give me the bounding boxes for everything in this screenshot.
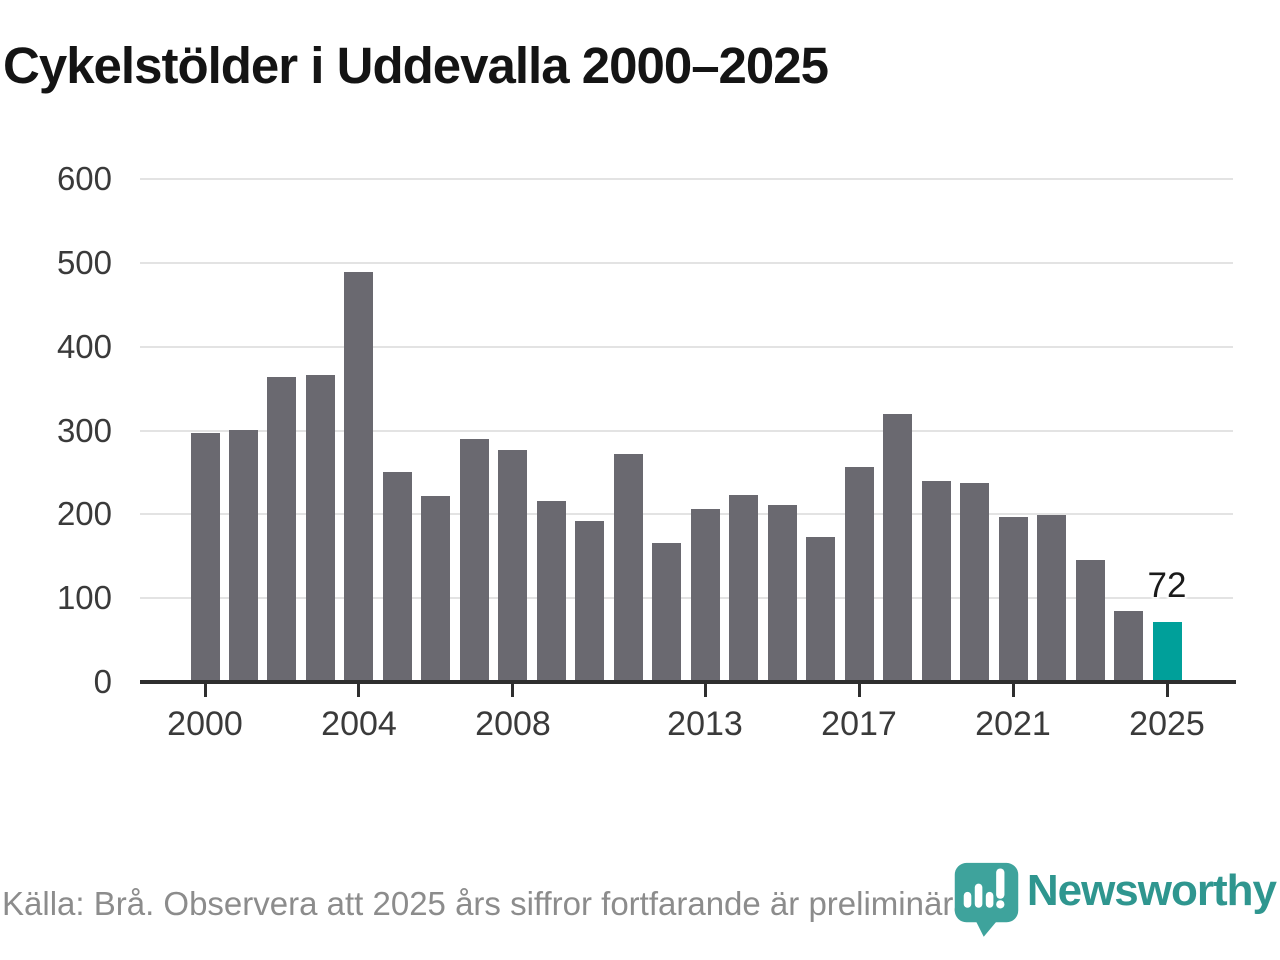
x-axis-tick-2017: [858, 684, 861, 697]
bar-2006: [421, 496, 450, 682]
x-axis-tick-2013: [704, 684, 707, 697]
bar-2003: [306, 375, 335, 682]
bar-2017: [845, 467, 874, 682]
newsworthy-logo: Newsworthy: [952, 858, 1277, 942]
bar-2018: [883, 414, 912, 682]
x-axis-label-2017: 2017: [821, 705, 897, 743]
x-axis-line: [140, 680, 1236, 684]
y-axis-label-100: 100: [56, 579, 112, 617]
bar-2020: [960, 483, 989, 682]
x-axis-label-2000: 2000: [167, 705, 243, 743]
bar-2002: [267, 377, 296, 682]
y-axis-label-400: 400: [56, 327, 112, 365]
bar-2000: [191, 433, 220, 682]
x-axis-tick-2008: [511, 684, 514, 697]
bar-2013: [691, 509, 720, 682]
x-axis-label-2013: 2013: [667, 705, 743, 743]
y-axis-label-600: 600: [56, 160, 112, 197]
newsworthy-pin-icon: [954, 862, 1019, 937]
gridline-200: [140, 513, 1233, 516]
gridline-300: [140, 429, 1233, 432]
gridline-600: [140, 178, 1233, 180]
bar-2015: [768, 505, 797, 682]
bar-2014: [729, 495, 758, 682]
bar-2001: [229, 430, 258, 682]
bar-2025: [1153, 622, 1182, 682]
bar-2005: [383, 472, 412, 682]
bar-2016: [806, 537, 835, 682]
bar-2023: [1076, 560, 1105, 682]
x-axis-label-2021: 2021: [975, 705, 1051, 743]
bar-2024: [1114, 611, 1143, 682]
bar-2010: [575, 521, 604, 682]
bar-2009: [537, 501, 566, 682]
x-axis-tick-2004: [357, 684, 360, 697]
x-axis-label-2025: 2025: [1129, 705, 1205, 743]
gridline-500: [140, 261, 1233, 264]
bar-2012: [652, 543, 681, 682]
chart-title: Cykelstölder i Uddevalla 2000–2025: [3, 37, 829, 94]
x-axis-label-2008: 2008: [475, 705, 551, 743]
y-axis-label-500: 500: [56, 243, 112, 281]
bar-2021: [999, 517, 1028, 682]
bar-2011: [614, 454, 643, 682]
x-axis-tick-2021: [1012, 684, 1015, 697]
x-axis-tick-2025: [1166, 684, 1169, 697]
bar-2007: [460, 439, 489, 682]
bar-2008: [498, 450, 527, 682]
source-note: Källa: Brå. Observera att 2025 års siffr…: [2, 885, 981, 922]
y-axis-label-300: 300: [56, 411, 112, 449]
bar-2004: [344, 272, 373, 682]
x-axis-label-2004: 2004: [321, 705, 397, 743]
y-axis-label-200: 200: [56, 495, 112, 533]
gridline-100: [140, 597, 1233, 600]
gridline-400: [140, 345, 1233, 348]
newsworthy-wordmark: Newsworthy: [1026, 866, 1277, 915]
y-axis-label-0: 0: [93, 663, 112, 700]
highlight-value-label: 72: [1147, 566, 1187, 605]
bar-2019: [922, 481, 951, 682]
x-axis-tick-2000: [204, 684, 207, 697]
bar-2022: [1037, 515, 1066, 682]
